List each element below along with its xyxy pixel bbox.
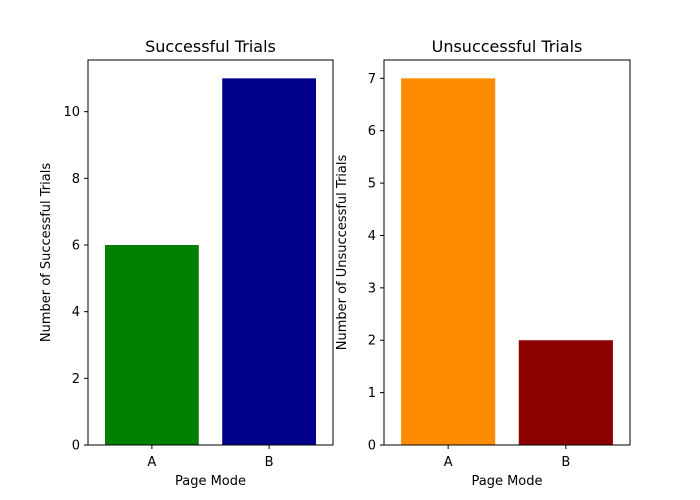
- chart-title: Unsuccessful Trials: [432, 37, 583, 56]
- chart-successful-trials: 0 2 4 6 8 10 A B Successful Trials Page Mode Numbe…: [39, 37, 334, 489]
- x-axis-label: Page Mode: [175, 474, 246, 489]
- y-tick-label: 10: [63, 105, 80, 120]
- bar-a: [104, 245, 199, 445]
- x-tick-label-b: B: [265, 455, 274, 470]
- bar-a: [401, 78, 496, 445]
- y-tick-label: 2: [72, 372, 80, 387]
- x-axis-label: Page Mode: [471, 474, 542, 489]
- y-tick-label: 1: [368, 386, 376, 401]
- plot-frame: [87, 59, 334, 446]
- y-tick-label: 4: [368, 229, 376, 244]
- x-tick-label-a: A: [444, 455, 453, 470]
- y-tick-label: 8: [72, 172, 80, 187]
- y-tick-label: 6: [72, 239, 80, 254]
- y-tick-label: 7: [368, 72, 376, 87]
- plot-frame: [383, 59, 631, 446]
- y-tick-label: 0: [368, 439, 376, 454]
- bar-b: [222, 78, 317, 445]
- y-tick-label: 4: [72, 305, 80, 320]
- y-tick-label: 5: [368, 177, 376, 192]
- y-tick-label: 2: [368, 334, 376, 349]
- chart-title: Successful Trials: [145, 37, 276, 56]
- y-axis-label: Number of Unsuccessful Trials: [335, 155, 350, 351]
- x-tick-label-a: A: [147, 455, 156, 470]
- chart-unsuccessful-trials: 0 1 2 3 4 5 6 7 A B Unsuccessful Trials Page Mode Nu…: [335, 37, 631, 489]
- bar-b: [518, 340, 613, 445]
- y-tick-label: 6: [368, 124, 376, 139]
- x-tick-label-b: B: [561, 455, 570, 470]
- y-tick-label: 0: [72, 439, 80, 454]
- y-axis-label: Number of Successful Trials: [39, 163, 54, 342]
- y-tick-label: 3: [368, 281, 376, 296]
